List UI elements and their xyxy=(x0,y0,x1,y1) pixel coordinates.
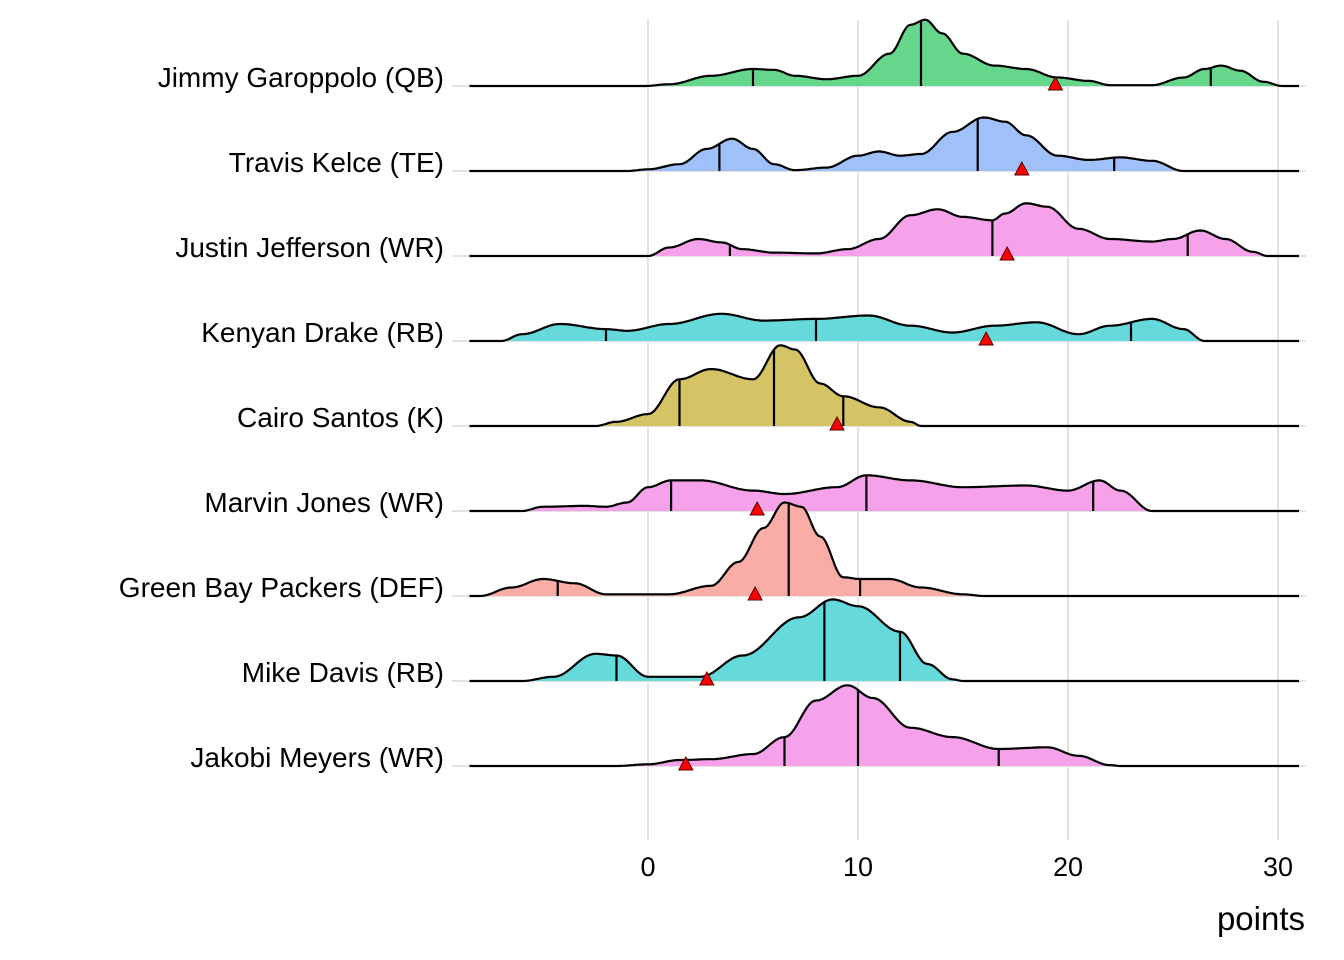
density-area xyxy=(469,502,1299,596)
density-outline xyxy=(469,501,1299,598)
density-area xyxy=(469,345,1299,426)
marker-triangle xyxy=(749,500,766,516)
ridge-1 xyxy=(469,116,1299,176)
ridge-6 xyxy=(469,501,1299,601)
y-axis-label: Mike Davis (RB) xyxy=(242,657,444,688)
ridge-8 xyxy=(469,684,1299,771)
density-area xyxy=(469,475,1299,511)
density-outline xyxy=(469,684,1299,768)
y-axis-label: Marvin Jones (WR) xyxy=(204,487,444,518)
ridge-5 xyxy=(469,474,1299,516)
y-axis-labels: Jimmy Garoppolo (QB) Travis Kelce (TE) Jus… xyxy=(119,62,444,773)
density-outline xyxy=(469,116,1299,173)
marker-triangle xyxy=(677,755,694,771)
ridge-4 xyxy=(469,344,1299,431)
x-tick-label: 20 xyxy=(1053,852,1083,882)
density-area xyxy=(469,685,1299,766)
density-area xyxy=(469,117,1299,171)
x-axis-title: points xyxy=(1217,900,1305,937)
y-axis-label: Jimmy Garoppolo (QB) xyxy=(158,62,444,93)
y-axis-label: Kenyan Drake (RB) xyxy=(201,317,444,348)
ridge-0 xyxy=(469,18,1299,91)
density-ridges xyxy=(469,18,1299,771)
density-outline xyxy=(469,474,1299,513)
density-outline xyxy=(469,344,1299,428)
density-outline xyxy=(469,312,1299,343)
marker-triangle xyxy=(978,330,994,346)
y-axis-label: Travis Kelce (TE) xyxy=(229,147,444,178)
ridge-2 xyxy=(469,202,1299,261)
y-axis-label: Justin Jefferson (WR) xyxy=(175,232,444,263)
x-axis-ticks: 0 10 20 30 xyxy=(640,852,1293,882)
y-axis-label: Cairo Santos (K) xyxy=(237,402,444,433)
ridge-3 xyxy=(469,312,1299,346)
marker-triangle xyxy=(747,585,763,601)
marker-triangle xyxy=(999,245,1015,261)
marker-triangle xyxy=(1047,75,1064,91)
density-outline xyxy=(469,598,1299,683)
density-area xyxy=(469,313,1299,341)
ridge-7 xyxy=(469,598,1299,686)
density-outline xyxy=(469,18,1299,88)
density-outline xyxy=(469,202,1299,258)
density-area xyxy=(469,599,1299,681)
x-tick-label: 30 xyxy=(1263,852,1293,882)
x-tick-label: 0 xyxy=(640,852,655,882)
marker-triangle xyxy=(698,670,715,686)
x-tick-label: 10 xyxy=(843,852,873,882)
density-area xyxy=(469,203,1299,256)
marker-triangle xyxy=(829,415,845,431)
y-axis-label: Jakobi Meyers (WR) xyxy=(190,742,444,773)
marker-triangle xyxy=(1013,160,1030,176)
density-area xyxy=(469,19,1299,87)
y-axis-label: Green Bay Packers (DEF) xyxy=(119,572,444,603)
